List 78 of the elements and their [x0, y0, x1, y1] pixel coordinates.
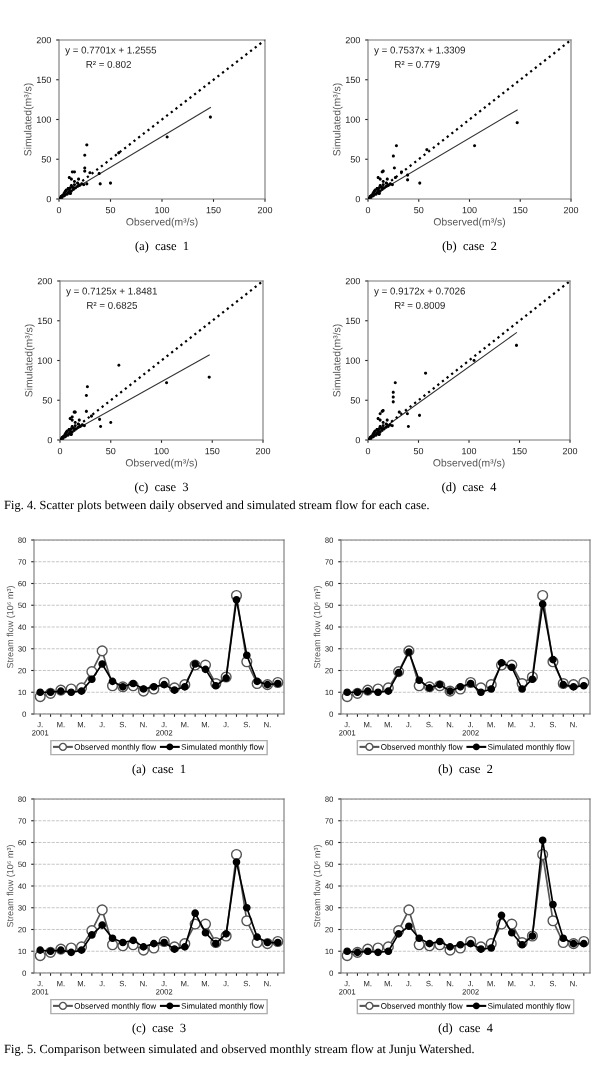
- legend-label: Simulated monthly flow: [181, 743, 264, 752]
- y-axis-title: Simulated(m³/s): [24, 324, 35, 397]
- y-tick-label: 0: [46, 195, 52, 203]
- y-tick-label: 50: [350, 156, 361, 163]
- annotation: y = 0.9172x + 0.7026: [374, 287, 465, 297]
- annotation: y = 0.7537x + 1.3309: [374, 46, 465, 56]
- text: (b) case 2: [442, 241, 497, 253]
- y-tick-label: 0: [355, 436, 361, 444]
- y-tick-label: 150: [36, 76, 52, 84]
- y-axis-title: Stream flow (10⁶ m³): [313, 845, 323, 928]
- text: (b) case 2: [438, 764, 493, 776]
- x-axis-title: Observed(m³/s): [125, 458, 198, 469]
- y-tick-label: 100: [36, 116, 52, 123]
- y-axis-title: Stream flow (10⁶ m³): [313, 586, 323, 669]
- annotation: R² = 0.6825: [87, 301, 138, 309]
- y-tick-label: 0: [47, 436, 53, 444]
- y-tick-label: 200: [345, 36, 361, 44]
- legend-label: Observed monthly flow: [381, 1002, 463, 1011]
- legend-label: Observed monthly flow: [381, 743, 463, 752]
- x-axis-title: Observed(m³/s): [126, 217, 198, 228]
- annotation: y = 0.7701x + 1.2555: [65, 46, 157, 56]
- legend-label: Simulated monthly flow: [487, 1002, 571, 1011]
- legend-label: Simulated monthly flow: [487, 743, 571, 752]
- caption: Fig. 4. Scatter plots between daily observed and simulated stream flow for each case.: [4, 500, 429, 512]
- legend-label: Simulated monthly flow: [181, 1002, 264, 1011]
- x-tick-label: 0: [57, 447, 63, 455]
- y-tick-label: 150: [345, 76, 361, 84]
- x-tick-label: 150: [512, 447, 527, 455]
- legend-label: Observed monthly flow: [74, 1002, 157, 1011]
- annotation: R² = 0.802: [86, 60, 131, 68]
- annotation: R² = 0.779: [395, 60, 440, 68]
- x-tick-label: 50: [414, 206, 424, 214]
- annotation: R² = 0.8009: [395, 301, 445, 309]
- x-tick-label: 0: [365, 206, 371, 214]
- x-tick-label: 150: [206, 206, 221, 214]
- y-tick-label: 50: [42, 397, 53, 404]
- x-axis-title: Observed(m³/s): [433, 217, 506, 228]
- y-axis-title: Simulated(m³/s): [332, 83, 343, 156]
- y-axis-title: Simulated(m³/s): [332, 324, 343, 397]
- x-tick-label: 100: [155, 206, 170, 214]
- y-tick-label: 150: [345, 317, 361, 325]
- y-tick-label: 100: [345, 357, 361, 364]
- x-tick-label: 200: [255, 447, 271, 455]
- y-tick-label: 50: [41, 156, 52, 163]
- y-axis-title: Simulated(m³/s): [23, 83, 34, 156]
- x-tick-label: 100: [462, 447, 477, 455]
- x-tick-label: 0: [365, 447, 371, 455]
- x-tick-label: 100: [154, 447, 169, 455]
- y-tick-label: 100: [345, 116, 361, 123]
- y-tick-label: 50: [350, 397, 361, 404]
- y-tick-label: 150: [37, 317, 53, 325]
- annotation: y = 0.7125x + 1.8481: [66, 287, 157, 297]
- y-tick-label: 100: [37, 357, 53, 364]
- x-axis-title: Observed(m³/s): [433, 458, 505, 469]
- x-tick-label: 150: [205, 447, 220, 455]
- x-tick-label: 150: [513, 206, 528, 214]
- x-tick-label: 100: [462, 206, 477, 214]
- x-tick-label: 50: [105, 206, 116, 214]
- y-axis-title: Stream flow (10⁶ m³): [6, 845, 16, 928]
- y-tick-label: 200: [36, 36, 52, 44]
- x-tick-label: 50: [106, 447, 116, 455]
- y-tick-label: 200: [345, 277, 361, 285]
- y-axis-title: Stream flow (10⁶ m³): [6, 586, 16, 669]
- x-tick-label: 200: [563, 206, 579, 214]
- caption: Fig. 5. Comparison between simulated and observed monthly stream flow at Junju Watershed.: [4, 1044, 474, 1056]
- y-tick-label: 200: [37, 277, 53, 285]
- x-tick-label: 0: [56, 206, 62, 214]
- text: (d) case 4: [442, 482, 497, 494]
- legend-label: Observed monthly flow: [74, 743, 157, 752]
- text: (c) case 3: [134, 482, 189, 494]
- text: (a) case 1: [135, 241, 189, 253]
- text: (a) case 1: [132, 764, 186, 776]
- x-tick-label: 200: [562, 447, 578, 455]
- x-tick-label: 50: [413, 447, 424, 455]
- text: (c) case 3: [132, 1023, 186, 1035]
- text: (d) case 4: [438, 1023, 493, 1035]
- x-tick-label: 200: [257, 206, 273, 214]
- y-tick-label: 0: [355, 195, 361, 203]
